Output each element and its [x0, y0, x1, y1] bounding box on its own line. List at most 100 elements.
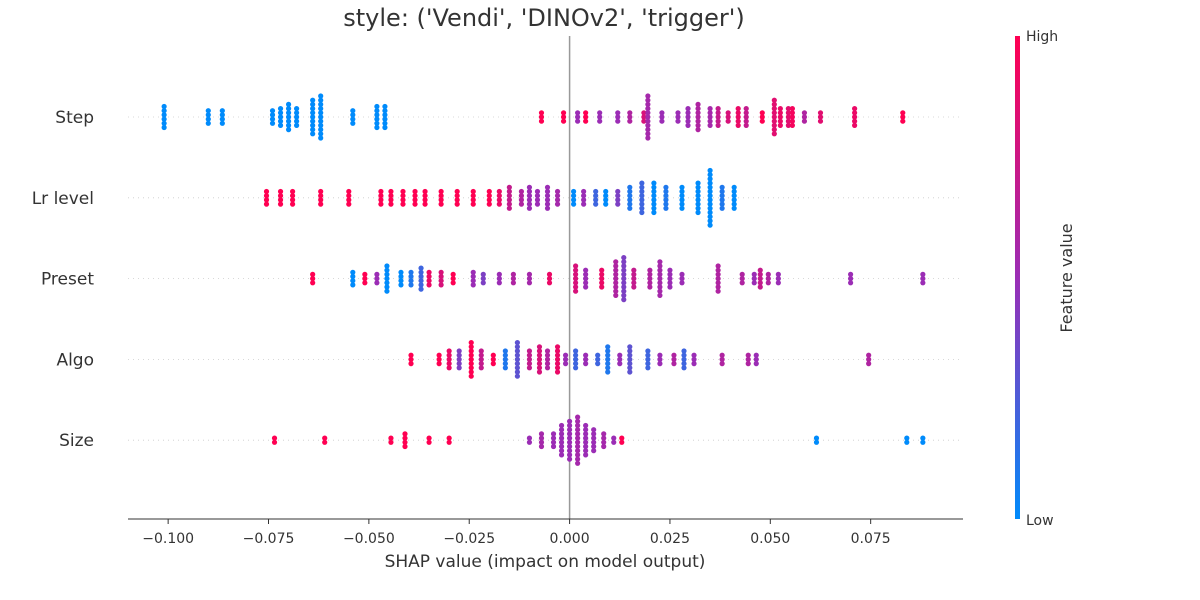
shap-point	[801, 118, 808, 124]
shap-point	[346, 193, 352, 199]
shap-point	[219, 120, 225, 126]
shap-point	[621, 288, 627, 294]
shap-point	[518, 197, 525, 203]
shap-point	[566, 431, 573, 437]
shap-point	[777, 122, 783, 128]
shap-point	[205, 112, 211, 118]
shap-point	[388, 201, 394, 207]
shap-point	[526, 435, 533, 441]
shap-point	[468, 373, 474, 379]
shap-point	[408, 352, 414, 358]
shap-point	[378, 193, 384, 199]
shap-point	[478, 352, 484, 358]
shap-point	[920, 271, 926, 277]
shap-point	[318, 114, 324, 120]
shap-point	[318, 201, 324, 207]
shap-point	[468, 348, 474, 354]
shap-point	[719, 201, 725, 207]
shap-point	[627, 352, 633, 358]
shap-point	[593, 188, 599, 195]
shap-point	[639, 180, 645, 186]
shap-point	[707, 197, 713, 203]
shap-point	[813, 439, 820, 445]
shap-point	[707, 122, 713, 128]
shap-point	[647, 267, 653, 273]
shap-point	[583, 452, 589, 458]
shap-point	[715, 271, 721, 277]
shap-point	[745, 352, 751, 358]
shap-point	[558, 443, 565, 450]
shap-point	[617, 356, 623, 362]
shap-point	[566, 427, 573, 433]
shap-point	[725, 118, 731, 124]
shap-point	[583, 356, 589, 362]
x-tick-label: 0.000	[550, 531, 590, 547]
x-tick-label: −0.100	[142, 531, 194, 547]
shap-point	[789, 118, 795, 124]
shap-point	[617, 352, 623, 358]
shap-point	[502, 356, 508, 362]
shap-point	[400, 193, 406, 199]
shap-point	[161, 103, 167, 110]
shap-point	[510, 271, 516, 277]
shap-point	[285, 127, 292, 133]
shap-point	[681, 352, 687, 358]
shap-point	[573, 284, 579, 290]
shap-point	[583, 267, 589, 273]
shap-point	[591, 431, 597, 437]
shap-point	[695, 122, 701, 128]
shap-point	[627, 114, 633, 120]
shap-point	[613, 263, 619, 269]
shap-point	[350, 120, 356, 126]
shap-point	[436, 352, 442, 358]
shap-point	[263, 193, 270, 199]
shap-point	[715, 118, 721, 124]
shap-point	[526, 271, 533, 277]
shap-point	[725, 110, 731, 116]
shap-point	[426, 269, 432, 275]
shap-point	[611, 439, 617, 445]
shap-point	[490, 356, 496, 362]
shap-point	[685, 122, 691, 128]
shap-point	[426, 273, 432, 280]
shap-point	[398, 273, 404, 280]
shap-point	[735, 114, 741, 120]
shap-point	[615, 188, 621, 195]
shap-point	[591, 435, 597, 441]
shap-point	[597, 114, 603, 120]
shap-point	[707, 209, 713, 216]
shap-point	[615, 197, 621, 203]
shap-point	[350, 278, 356, 284]
shap-point	[486, 201, 492, 207]
shap-point	[691, 361, 697, 367]
shap-point	[318, 97, 324, 103]
shap-point	[436, 361, 442, 367]
shap-point	[685, 114, 691, 120]
shap-point	[627, 188, 633, 195]
shap-point	[581, 201, 587, 207]
shap-point	[751, 271, 757, 277]
shap-point	[605, 365, 611, 371]
shap-point	[382, 108, 388, 114]
shap-point	[310, 131, 316, 137]
shap-point	[573, 288, 579, 294]
shap-point	[534, 193, 541, 199]
shap-point	[310, 97, 316, 103]
shap-point	[310, 101, 316, 107]
shap-point	[575, 431, 581, 437]
shap-point	[388, 435, 394, 441]
shap-point	[707, 214, 713, 220]
shap-point	[514, 369, 520, 375]
shap-point	[384, 280, 390, 286]
shap-point	[412, 188, 418, 195]
shap-point	[456, 348, 462, 354]
shap-point	[554, 369, 561, 375]
shap-point	[657, 292, 663, 298]
shap-point	[496, 276, 502, 282]
shap-point	[554, 193, 561, 199]
shap-point	[318, 131, 324, 137]
shap-point	[496, 197, 502, 203]
shap-point	[514, 365, 520, 371]
shap-point	[603, 197, 609, 203]
shap-point	[777, 114, 783, 120]
